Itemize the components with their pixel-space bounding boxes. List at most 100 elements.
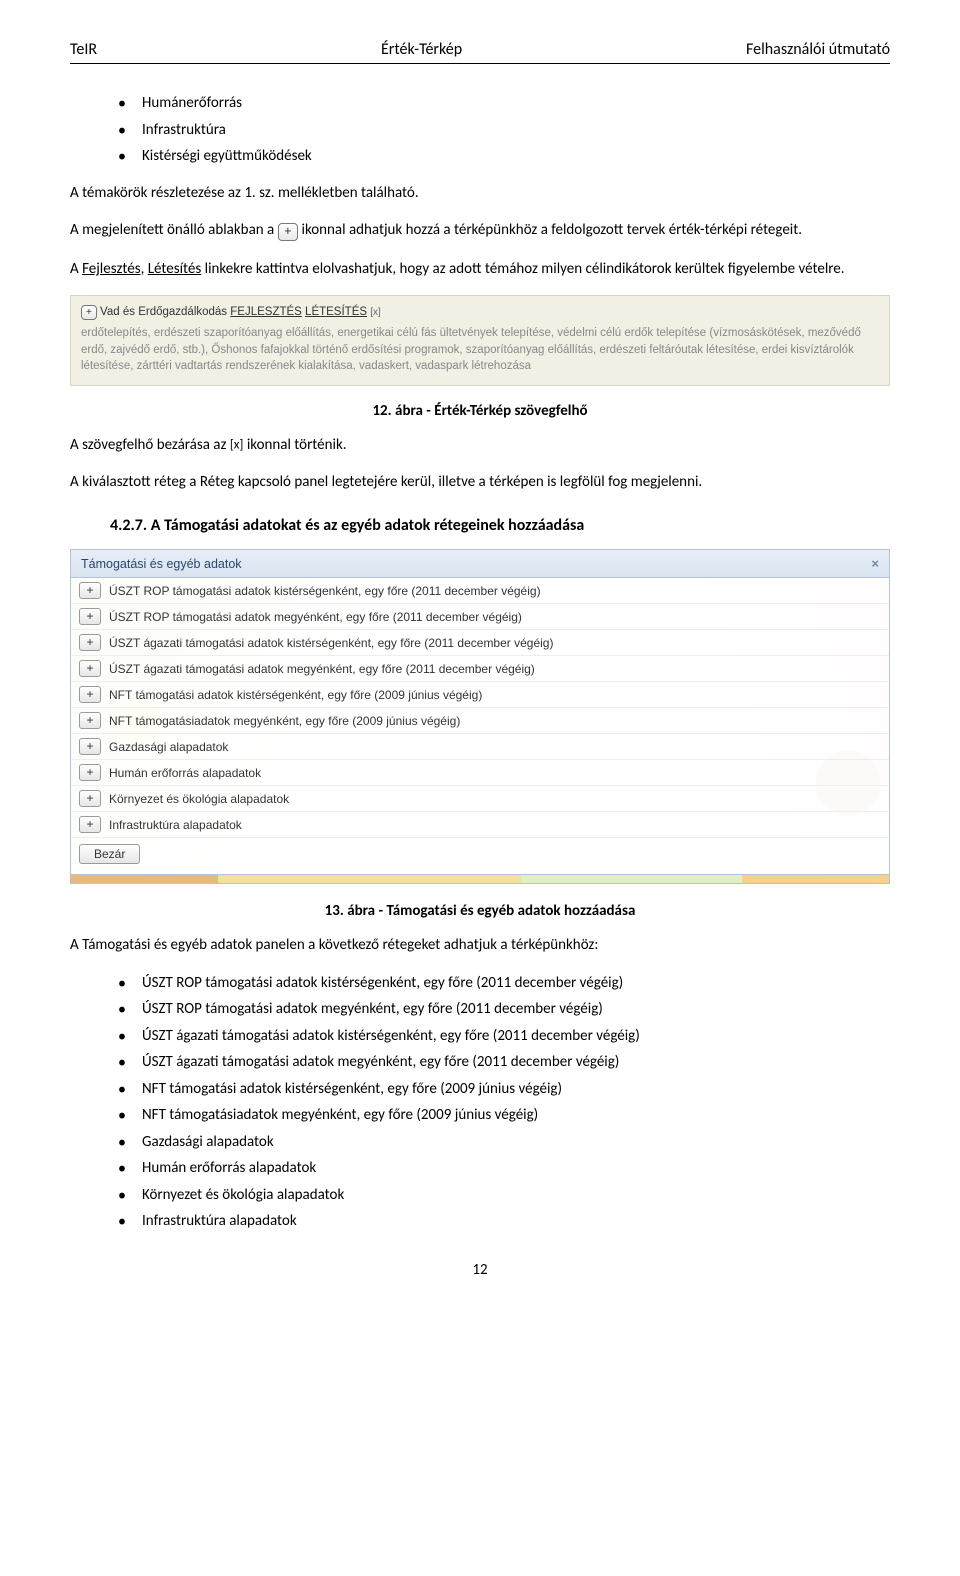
list-item: Gazdasági alapadatok <box>118 1131 890 1154</box>
figure-caption: 13. ábra - Támogatási és egyéb adatok ho… <box>70 902 890 920</box>
fejlesztes-link[interactable]: FEJLESZTÉS <box>230 306 302 318</box>
bullet-label: ÚSZT ágazati támogatási adatok kistérség… <box>142 1027 640 1045</box>
panel-row-label: ÚSZT ágazati támogatási adatok megyénkén… <box>109 662 535 676</box>
add-layer-button[interactable]: + <box>79 738 101 755</box>
bullet-label: ÚSZT ágazati támogatási adatok megyénkén… <box>142 1053 619 1071</box>
panel-row-label: Infrastruktúra alapadatok <box>109 818 242 832</box>
bullet-label: Környezet és ökológia alapadatok <box>142 1186 344 1204</box>
list-item: Infrastruktúra alapadatok <box>118 1210 890 1233</box>
header-right: Felhasználói útmutató <box>746 40 890 59</box>
link-text: Létesítés <box>148 260 202 278</box>
add-layer-button[interactable]: + <box>79 712 101 729</box>
bullet-label: Humán erőforrás alapadatok <box>142 1159 316 1177</box>
panel-title: Támogatási és egyéb adatok <box>81 557 242 571</box>
list-item: Humánerőforrás <box>118 92 890 115</box>
section-heading: 4.2.7. A Támogatási adatokat és az egyéb… <box>110 516 890 535</box>
panel-row: + ÚSZT ágazati támogatási adatok megyénk… <box>71 656 889 682</box>
panel-row: + NFT támogatásiadatok megyénként, egy f… <box>71 708 889 734</box>
panel-row: + NFT támogatási adatok kistérségenként,… <box>71 682 889 708</box>
bullet-label: NFT támogatási adatok kistérségenként, e… <box>142 1080 562 1098</box>
list-item: Kistérségi együttműködések <box>118 145 890 168</box>
add-layer-button[interactable]: + <box>79 582 101 599</box>
panel-close-icon[interactable]: × <box>871 556 879 571</box>
list-item: Környezet és ökológia alapadatok <box>118 1184 890 1207</box>
body-paragraph: A Fejlesztés, Létesítés linkekre kattint… <box>70 258 890 281</box>
panel-row-label: Gazdasági alapadatok <box>109 740 228 754</box>
panel-row-label: ÚSZT ROP támogatási adatok megyénként, e… <box>109 610 522 624</box>
close-button[interactable]: Bezár <box>79 844 140 864</box>
info-box-title: Vad és Erdőgazdálkodás <box>100 306 230 318</box>
text-run: A <box>70 260 82 278</box>
bullet-label: Infrastruktúra alapadatok <box>142 1212 297 1230</box>
bullet-label: Infrastruktúra <box>142 121 226 139</box>
bullet-label: Kistérségi együttműködések <box>142 147 312 165</box>
panel-row: + Környezet és ökológia alapadatok <box>71 786 889 812</box>
layers-panel: Támogatási és egyéb adatok × + ÚSZT ROP … <box>70 549 890 884</box>
add-layer-button[interactable]: + <box>79 686 101 703</box>
bullet-label: ÚSZT ROP támogatási adatok megyénként, e… <box>142 1000 603 1018</box>
add-layer-button[interactable]: + <box>79 816 101 833</box>
text-cloud-screenshot: + Vad és Erdőgazdálkodás FEJLESZTÉS LÉTE… <box>70 295 890 386</box>
header-rule <box>70 63 890 64</box>
bullet-label: ÚSZT ROP támogatási adatok kistérségenké… <box>142 974 623 992</box>
figure-caption: 12. ábra - Érték-Térkép szövegfelhő <box>70 402 890 420</box>
link-text: Fejlesztés <box>82 260 140 278</box>
list-item: NFT támogatási adatok kistérségenként, e… <box>118 1078 890 1101</box>
panel-row-label: Humán erőforrás alapadatok <box>109 766 261 780</box>
text-run: A szövegfelhő bezárása az <box>70 436 230 454</box>
header-center: Érték-Térkép <box>381 40 462 59</box>
info-box-body: erdőtelepítés, erdészeti szaporítóanyag … <box>81 325 879 375</box>
panel-row-label: ÚSZT ágazati támogatási adatok kistérség… <box>109 636 553 650</box>
body-paragraph: A kiválasztott réteg a Réteg kapcsoló pa… <box>70 471 890 494</box>
panel-row: + Humán erőforrás alapadatok <box>71 760 889 786</box>
top-bullet-list: Humánerőforrás Infrastruktúra Kistérségi… <box>70 92 890 168</box>
list-item: Infrastruktúra <box>118 119 890 142</box>
bullet-label: Humánerőforrás <box>142 94 242 112</box>
panel-row-label: ÚSZT ROP támogatási adatok kistérségenké… <box>109 584 541 598</box>
text-run: ikonnal történik. <box>247 436 347 454</box>
list-item: ÚSZT ágazati támogatási adatok kistérség… <box>118 1025 890 1048</box>
letesites-link[interactable]: LÉTESÍTÉS <box>305 306 367 318</box>
text-run: A megjelenített önálló ablakban a <box>70 221 278 239</box>
body-paragraph: A szövegfelhő bezárása az [x] ikonnal tö… <box>70 434 890 457</box>
panel-row: + ÚSZT ágazati támogatási adatok kistérs… <box>71 630 889 656</box>
header-left: TeIR <box>70 40 97 59</box>
list-item: ÚSZT ROP támogatási adatok kistérségenké… <box>118 972 890 995</box>
text-run: linkekre kattintva elolvashatjuk, hogy a… <box>201 260 844 278</box>
panel-footer: Bezár <box>71 838 889 874</box>
list-item: Humán erőforrás alapadatok <box>118 1157 890 1180</box>
body-paragraph: A témakörök részletezése az 1. sz. mellé… <box>70 182 890 205</box>
panel-row-label: Környezet és ökológia alapadatok <box>109 792 289 806</box>
list-item: NFT támogatásiadatok megyénként, egy főr… <box>118 1104 890 1127</box>
bottom-bullet-list: ÚSZT ROP támogatási adatok kistérségenké… <box>70 972 890 1233</box>
add-layer-button[interactable]: + <box>79 790 101 807</box>
body-paragraph: A Támogatási és egyéb adatok panelen a k… <box>70 934 890 957</box>
close-icon[interactable]: [x] <box>370 307 381 318</box>
panel-header: Támogatási és egyéb adatok × <box>71 550 889 578</box>
list-item: ÚSZT ROP támogatási adatok megyénként, e… <box>118 998 890 1021</box>
plus-icon[interactable]: + <box>278 223 298 241</box>
bullet-label: NFT támogatásiadatok megyénként, egy főr… <box>142 1106 538 1124</box>
panel-row: + Infrastruktúra alapadatok <box>71 812 889 838</box>
list-item: ÚSZT ágazati támogatási adatok megyénkén… <box>118 1051 890 1074</box>
panel-row-label: NFT támogatásiadatok megyénként, egy főr… <box>109 714 460 728</box>
document-page: TeIR Érték-Térkép Felhasználói útmutató … <box>0 0 960 1309</box>
text-run: , <box>141 260 148 278</box>
add-layer-button[interactable]: + <box>79 660 101 677</box>
body-paragraph: A megjelenített önálló ablakban a + ikon… <box>70 219 890 244</box>
add-layer-button[interactable]: + <box>79 608 101 625</box>
text-run: ikonnal adhatjuk hozzá a térképünkhöz a … <box>302 221 803 239</box>
panel-row-label: NFT támogatási adatok kistérségenként, e… <box>109 688 482 702</box>
panel-row: + Gazdasági alapadatok <box>71 734 889 760</box>
add-layer-button[interactable]: + <box>79 764 101 781</box>
panel-row: + ÚSZT ROP támogatási adatok megyénként,… <box>71 604 889 630</box>
map-strip-decoration <box>71 874 889 883</box>
close-icon: [x] <box>230 437 244 452</box>
plus-icon[interactable]: + <box>81 305 97 320</box>
page-number: 12 <box>70 1261 890 1279</box>
panel-row: + ÚSZT ROP támogatási adatok kistérségen… <box>71 578 889 604</box>
add-layer-button[interactable]: + <box>79 634 101 651</box>
info-box-title-row: + Vad és Erdőgazdálkodás FEJLESZTÉS LÉTE… <box>81 304 879 321</box>
page-header: TeIR Érték-Térkép Felhasználói útmutató <box>70 40 890 59</box>
bullet-label: Gazdasági alapadatok <box>142 1133 274 1151</box>
